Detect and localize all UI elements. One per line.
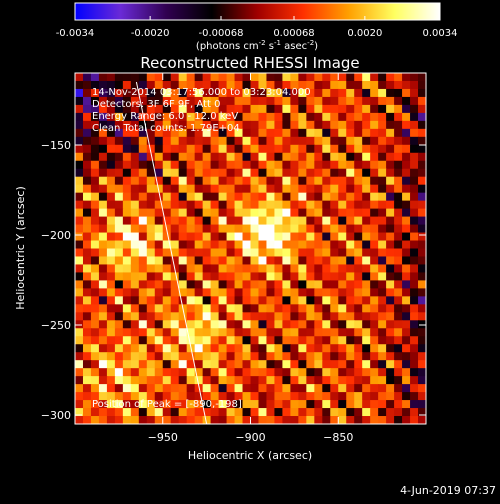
heatmap-image	[75, 73, 426, 424]
colorbar	[74, 2, 441, 21]
x-tick-label: −950	[148, 431, 178, 444]
colorbar-tick-label: 0.0034	[423, 28, 458, 39]
y-axis-label: Heliocentric Y (arcsec)	[14, 186, 27, 310]
info-block: 14-Nov-2014 03:17:56.000 to 03:23:04.000…	[92, 87, 311, 134]
colorbar-tick-label: 0.0020	[347, 28, 382, 39]
render-timestamp: 4-Jun-2019 07:37	[400, 484, 496, 497]
colorbar-tick-label: -0.0034	[56, 28, 95, 39]
colorbar-ticks: -0.0034 -0.0020 -0.00068 0.00068 0.0020 0.003…	[56, 16, 458, 39]
chart-title: Reconstructed RHESSI Image	[140, 54, 359, 72]
solar-limb-line	[135, 81, 208, 424]
y-tick-label: −250	[41, 319, 71, 332]
x-tick-label: −850	[323, 431, 353, 444]
axis-ticks: −950 −900 −850 −150 −200 −250 −300	[41, 73, 426, 444]
y-tick-label: −300	[41, 409, 71, 422]
info-line-time: 14-Nov-2014 03:17:56.000 to 03:23:04.000	[92, 87, 311, 98]
y-tick-label: −150	[41, 139, 71, 152]
colorbar-tick-label: 0.00068	[273, 28, 314, 39]
colorbar-tick-label: -0.00068	[199, 28, 244, 39]
x-tick-label: −900	[235, 431, 265, 444]
info-line-counts: Clean Total counts: 1.79E+04	[92, 123, 240, 134]
colorbar-tick-label: -0.0020	[131, 28, 170, 39]
colorbar-unit-label: (photons cm-2 s-1 asec-2)	[196, 39, 318, 52]
peak-position-label: Position of Peak = [-890,-198]	[92, 399, 242, 410]
x-axis-label: Heliocentric X (arcsec)	[188, 449, 312, 462]
info-line-detectors: Detectors: 3F 6F 9F, Att 0	[92, 99, 220, 110]
info-line-energy: Energy Range: 6.0 - 12.0 keV	[92, 111, 238, 122]
y-tick-label: −200	[41, 229, 71, 242]
